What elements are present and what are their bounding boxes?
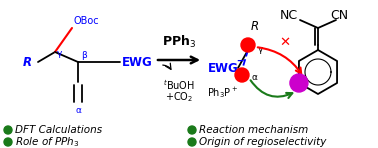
Text: γ: γ [57, 49, 62, 58]
Text: α: α [252, 73, 258, 82]
Text: γ: γ [258, 45, 263, 53]
Circle shape [290, 74, 308, 92]
Text: Role of PPh$_3$: Role of PPh$_3$ [15, 135, 80, 148]
Circle shape [4, 138, 12, 146]
Text: α: α [75, 106, 81, 115]
Text: β: β [81, 51, 87, 60]
Text: EWG: EWG [208, 62, 239, 74]
Circle shape [188, 126, 196, 134]
Text: OBoc: OBoc [74, 16, 100, 26]
Text: CN: CN [330, 9, 348, 22]
Text: NC: NC [280, 9, 298, 22]
Text: DFT Calculations: DFT Calculations [15, 125, 102, 135]
Text: $^t$BuOH: $^t$BuOH [163, 78, 195, 92]
Text: PPh$_3$: PPh$_3$ [162, 34, 196, 50]
Text: –: – [236, 53, 244, 67]
Text: ✕: ✕ [279, 36, 291, 49]
Text: Reaction mechanism: Reaction mechanism [199, 125, 308, 135]
Circle shape [235, 68, 249, 82]
Circle shape [188, 138, 196, 146]
Text: R: R [23, 57, 32, 70]
Text: Ph$_3$P$^+$: Ph$_3$P$^+$ [207, 86, 238, 100]
Text: EWG: EWG [122, 56, 153, 69]
Text: Origin of regioselectivity: Origin of regioselectivity [199, 137, 326, 147]
Text: +CO$_2$: +CO$_2$ [165, 90, 193, 104]
Circle shape [241, 38, 255, 52]
Circle shape [4, 126, 12, 134]
Text: R: R [251, 20, 259, 33]
